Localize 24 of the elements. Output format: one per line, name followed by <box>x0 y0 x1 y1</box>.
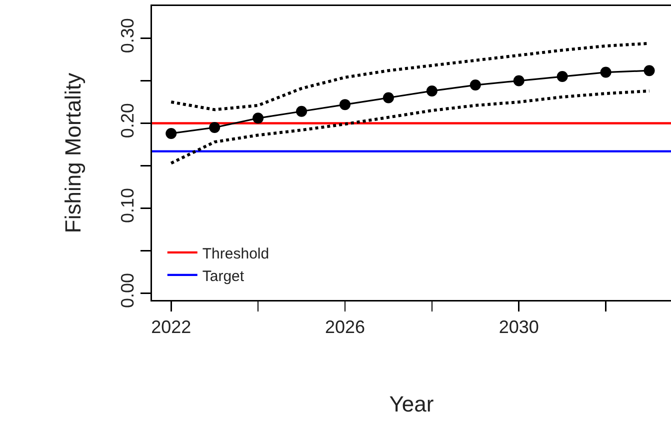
point <box>600 66 612 78</box>
x-tick-label: 2030 <box>498 316 539 337</box>
y-tick-label: 0.20 <box>118 103 138 138</box>
point <box>166 128 177 139</box>
point <box>426 85 438 96</box>
point <box>470 80 481 91</box>
line-series <box>170 89 651 165</box>
point <box>556 71 568 82</box>
legend-label: Threshold <box>202 245 270 262</box>
point <box>382 92 394 104</box>
point <box>252 112 264 124</box>
point <box>339 99 350 110</box>
point <box>513 75 524 86</box>
y-tick-label: 0.00 <box>118 272 138 308</box>
point <box>296 106 308 117</box>
point <box>209 122 220 134</box>
x-tick-label: 2026 <box>324 316 366 337</box>
x-tick-label: 2022 <box>151 316 192 337</box>
y-axis-title: Fishing Mortality <box>60 72 86 234</box>
legend-label: Target <box>202 268 245 285</box>
y-tick-label: 0.10 <box>118 188 138 224</box>
x-axis-title: Year <box>389 392 434 417</box>
y-tick-label: 0.30 <box>118 18 138 54</box>
point <box>644 65 655 76</box>
